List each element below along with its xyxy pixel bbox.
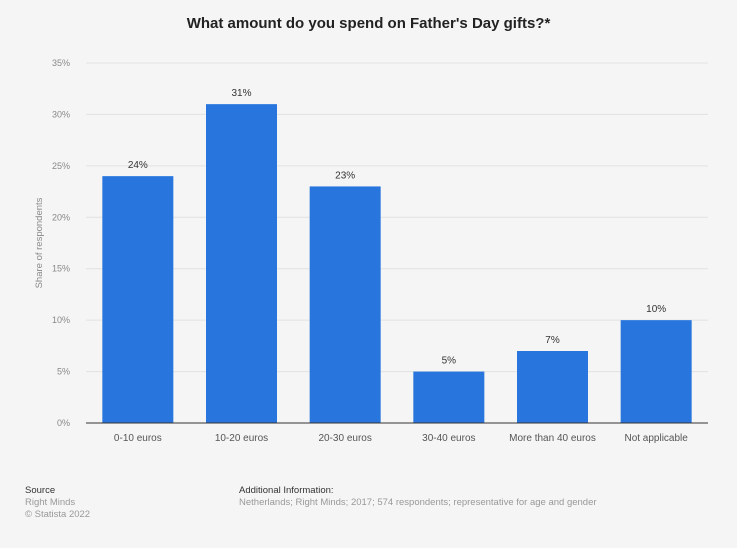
y-tick-label: 20% [52,212,70,222]
data-label: 7% [545,335,560,346]
bar-chart: 0% 5% 10% 15% 20% 25% 30% 35% 24% 0-10 euros 31% 10… [34,58,708,444]
y-axis-label: Share of respondents [34,197,45,288]
bar [206,104,277,424]
info-heading: Additional Information: [239,485,334,496]
source-heading: Source [25,485,56,496]
x-tick-label: More than 40 euros [509,433,596,444]
info-text: Netherlands; Right Minds; 2017; 574 resp… [239,497,597,508]
data-label: 24% [128,160,148,171]
source-name: Right Minds [25,497,76,508]
y-tick-label: 5% [57,367,70,377]
data-label: 23% [335,170,355,181]
source-block: Source Right Minds © Statista 2022 [25,485,90,521]
bar [620,320,692,423]
copyright: © Statista 2022 [25,509,91,520]
bar [309,186,381,423]
bar [517,351,588,423]
data-label: 10% [646,304,666,315]
x-tick-label: 30-40 euros [422,433,475,444]
x-tick-label: 20-30 euros [318,433,371,444]
x-tick-label: 10-20 euros [215,433,268,444]
y-tick-label: 30% [52,109,70,119]
additional-info-block: Additional Information: Netherlands; Rig… [239,485,597,509]
y-tick-label: 0% [57,418,70,428]
y-tick-label: 10% [52,315,70,325]
data-label: 31% [231,88,251,99]
bar [102,176,174,423]
y-tick-label: 15% [52,264,70,274]
chart-title: What amount do you spend on Father's Day… [186,15,551,32]
bar [413,371,485,423]
x-tick-label: Not applicable [624,433,688,444]
x-tick-label: 0-10 euros [114,433,162,444]
y-tick-label: 35% [52,58,70,68]
data-label: 5% [442,356,457,367]
y-tick-label: 25% [52,161,70,171]
